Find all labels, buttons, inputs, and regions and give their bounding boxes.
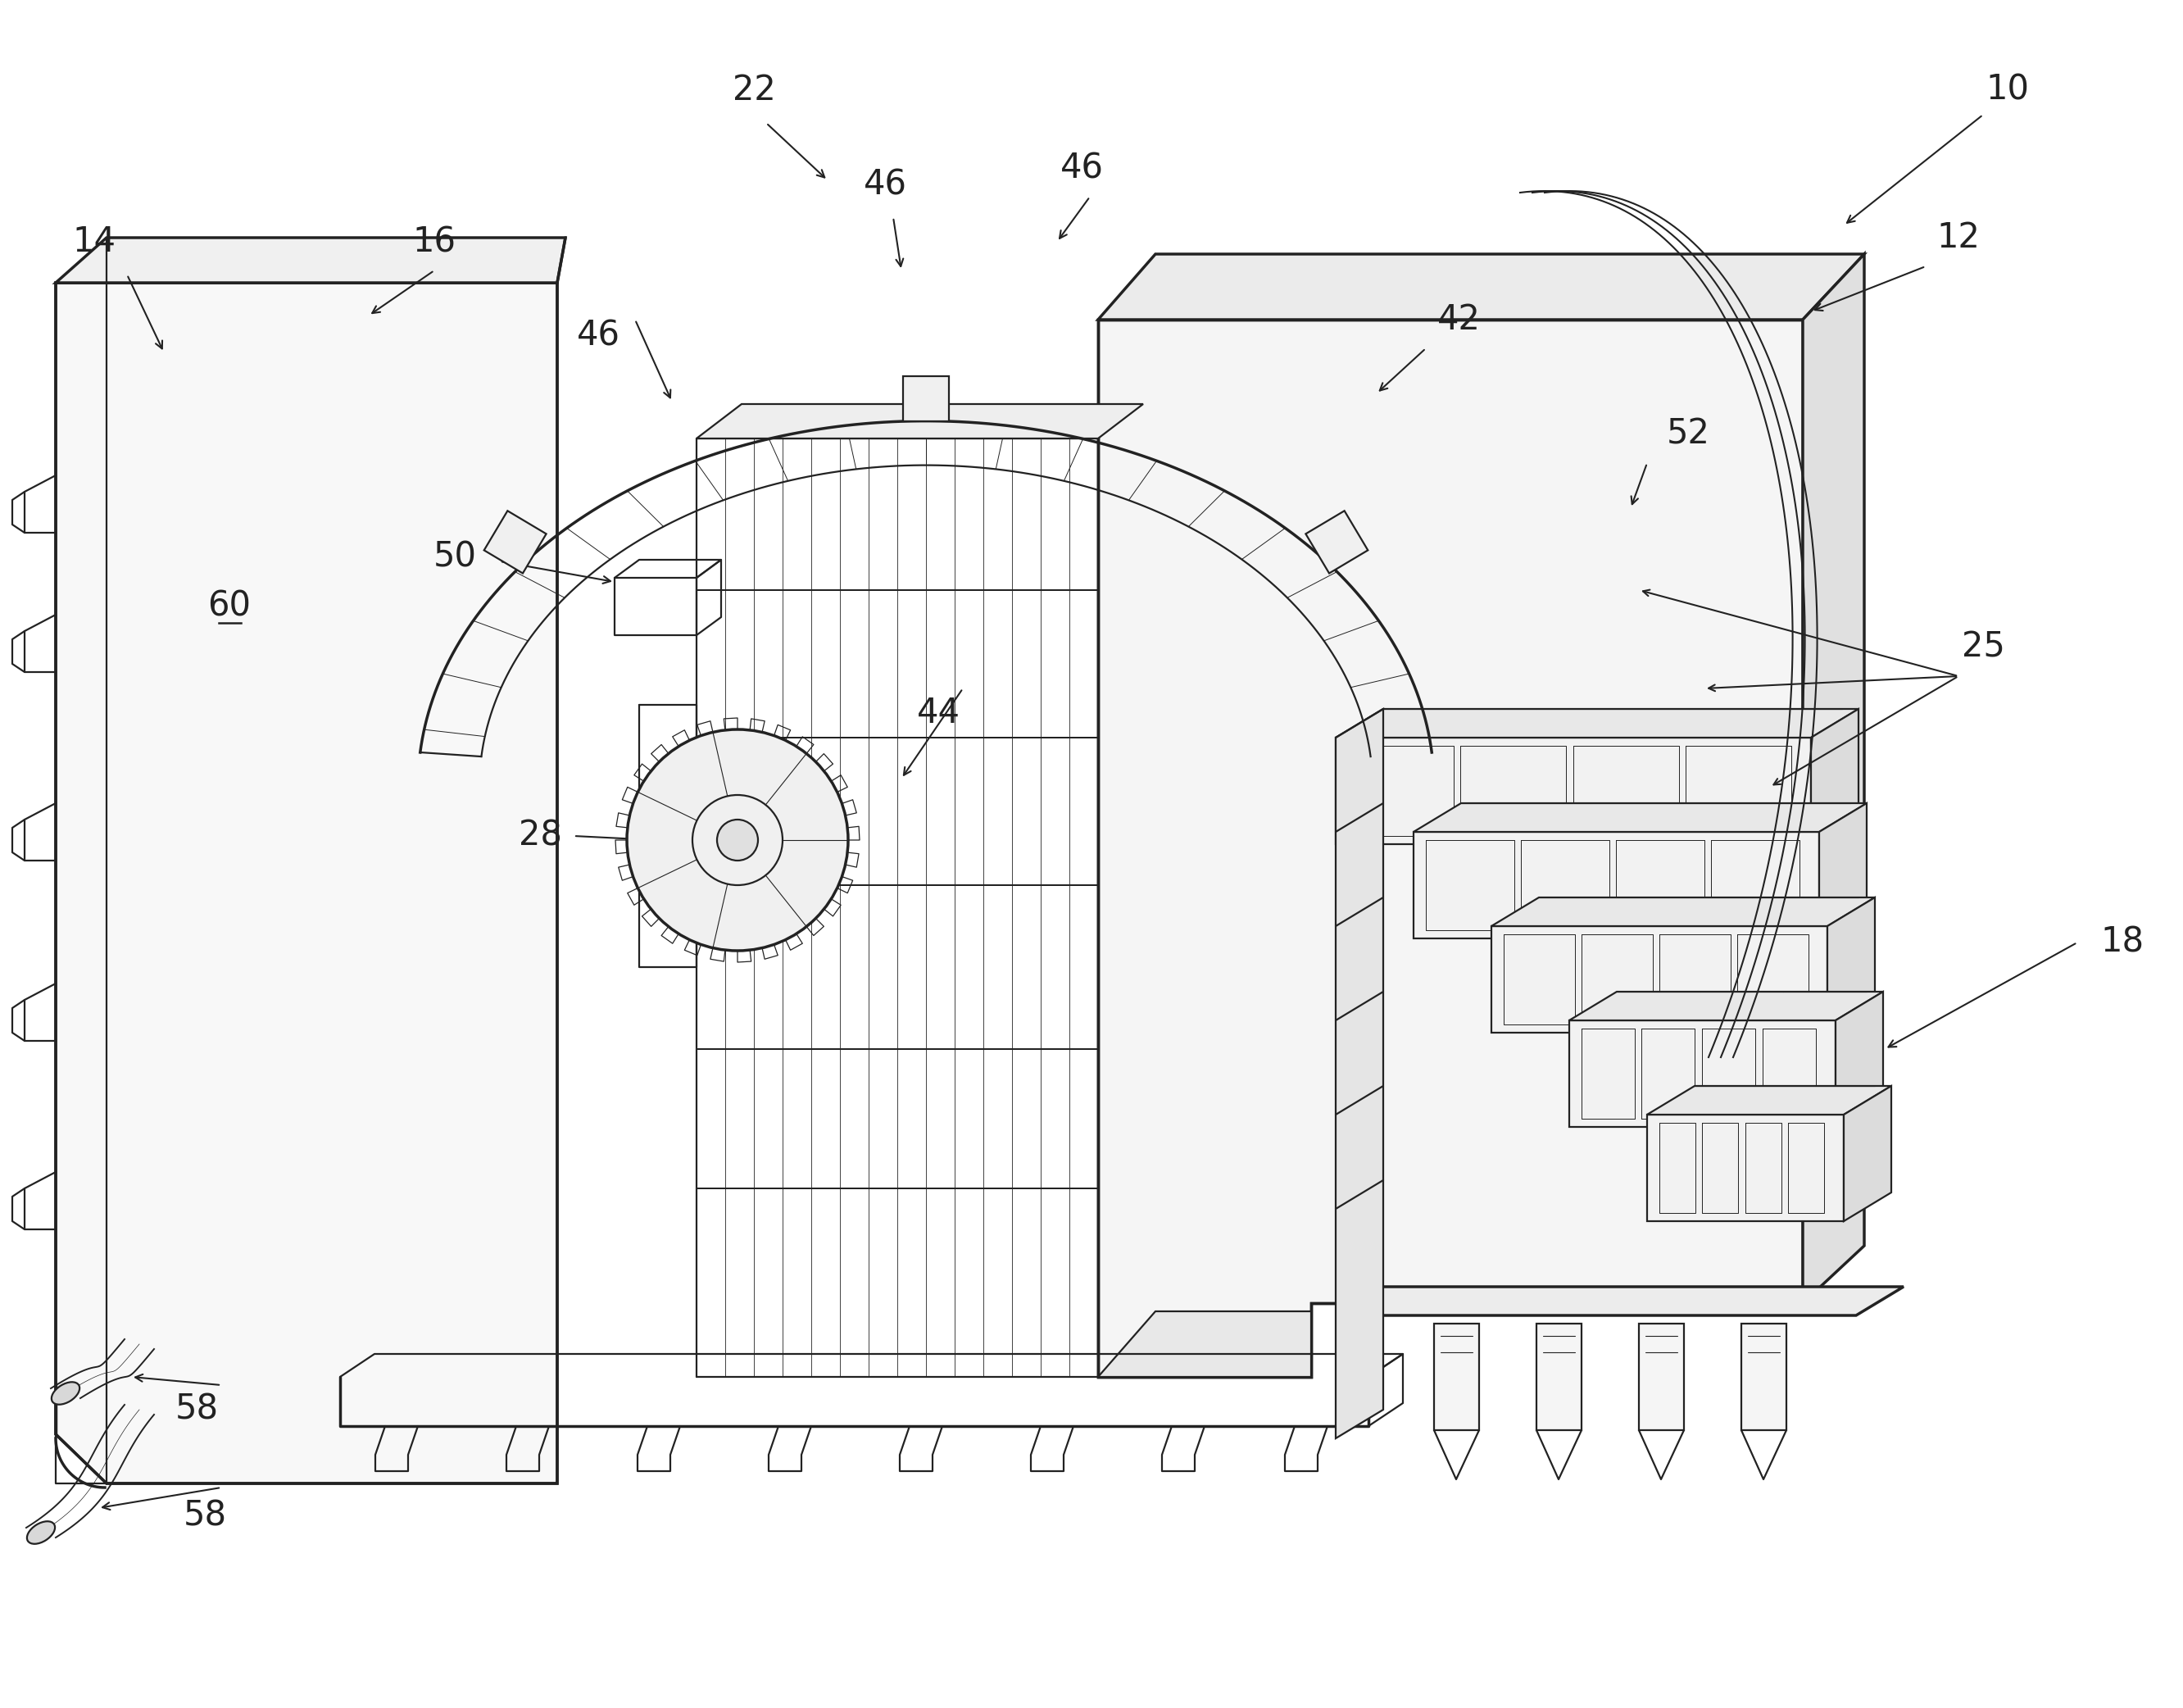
Polygon shape: [1415, 803, 1866, 832]
Text: 12: 12: [1936, 220, 1980, 254]
Text: 28: 28: [520, 818, 563, 854]
Polygon shape: [1639, 1324, 1683, 1430]
Polygon shape: [1570, 992, 1884, 1020]
Text: 52: 52: [1666, 417, 1709, 451]
Polygon shape: [1818, 803, 1866, 938]
Polygon shape: [1836, 992, 1884, 1127]
Polygon shape: [1537, 1324, 1580, 1430]
Polygon shape: [1491, 897, 1875, 926]
Polygon shape: [1742, 1324, 1786, 1430]
Polygon shape: [485, 511, 546, 574]
Polygon shape: [1434, 1324, 1480, 1430]
Ellipse shape: [26, 1522, 55, 1544]
Polygon shape: [1098, 319, 1803, 1377]
Polygon shape: [1570, 1020, 1836, 1127]
Polygon shape: [57, 237, 565, 284]
Polygon shape: [1491, 926, 1827, 1033]
Text: 46: 46: [1061, 150, 1102, 184]
Text: 10: 10: [1987, 73, 2030, 108]
Polygon shape: [1812, 709, 1858, 844]
Text: 44: 44: [917, 695, 961, 731]
Polygon shape: [1648, 1086, 1890, 1115]
Text: 16: 16: [413, 224, 456, 260]
Text: 18: 18: [2100, 926, 2144, 960]
Circle shape: [716, 820, 758, 861]
Polygon shape: [1336, 738, 1812, 844]
Polygon shape: [696, 405, 1144, 439]
Polygon shape: [1336, 709, 1384, 1438]
Text: 46: 46: [862, 167, 906, 202]
Text: 42: 42: [1436, 302, 1480, 336]
Polygon shape: [1305, 511, 1369, 574]
Text: 46: 46: [576, 319, 620, 354]
Ellipse shape: [52, 1382, 79, 1404]
Polygon shape: [1098, 1312, 1312, 1377]
Circle shape: [627, 729, 849, 951]
Text: 60: 60: [207, 589, 251, 623]
Polygon shape: [57, 284, 557, 1484]
Text: 22: 22: [731, 73, 775, 108]
Polygon shape: [1803, 254, 1864, 1303]
Text: 14: 14: [72, 224, 116, 260]
Polygon shape: [1336, 709, 1858, 738]
Polygon shape: [1845, 1086, 1890, 1221]
Polygon shape: [1648, 1115, 1845, 1221]
Polygon shape: [1827, 897, 1875, 1033]
Text: 58: 58: [183, 1500, 227, 1534]
Text: 58: 58: [175, 1392, 218, 1426]
Text: 25: 25: [1960, 630, 2004, 664]
Polygon shape: [1098, 254, 1864, 319]
Polygon shape: [1415, 832, 1818, 938]
Text: 50: 50: [432, 540, 476, 574]
Polygon shape: [1336, 1286, 1904, 1315]
Polygon shape: [904, 376, 950, 420]
